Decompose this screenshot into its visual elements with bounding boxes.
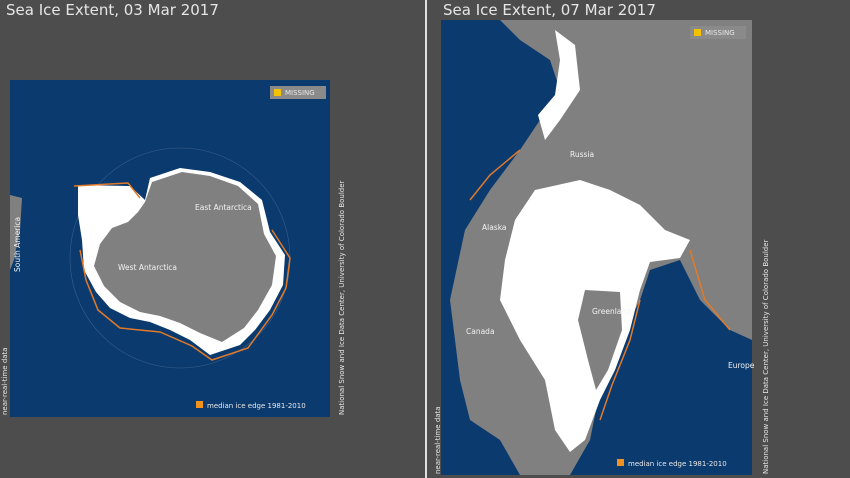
legend-label: MISSING [285,89,315,97]
land [10,195,22,270]
legend-box [690,26,746,39]
map-label: Russia [570,150,594,159]
median-edge [469,149,731,421]
legend-label: median ice edge 1981-2010 [207,402,306,410]
map-label: South America [13,217,22,272]
credit: National Snow and Ice Data Center, Unive… [762,239,770,474]
source-note: near-real-time data [434,406,442,474]
median-edge [73,182,291,361]
land [94,172,276,342]
arctic-panel: Sea Ice Extent, 07 Mar 2017 Russia Alask… [434,1,770,475]
map-label: Canada [466,327,495,336]
legend-label: median ice edge 1981-2010 [628,460,727,468]
panel-title: Sea Ice Extent, 07 Mar 2017 [443,1,656,19]
source-note: near-real-time data [1,347,9,415]
sea-ice [538,30,580,140]
panel-title: Sea Ice Extent, 03 Mar 2017 [6,1,219,19]
map-label: East Antarctica [195,203,252,212]
legend-swatch [617,459,624,466]
land [578,290,622,390]
credit: National Snow and Ice Data Center, Unive… [338,180,346,415]
divider [425,0,427,478]
legend-swatch [274,89,281,96]
antarctic-panel: Sea Ice Extent, 03 Mar 2017 East Antarct… [1,1,346,417]
map-label: Greenland [592,307,631,316]
legend-swatch [694,29,701,36]
map-label: Alaska [482,223,507,232]
map-label: Europe [728,361,755,370]
map-label: West Antarctica [118,263,177,272]
legend-swatch [196,401,203,408]
land [560,20,752,180]
legend-box [270,86,326,99]
legend-label: MISSING [705,29,735,37]
